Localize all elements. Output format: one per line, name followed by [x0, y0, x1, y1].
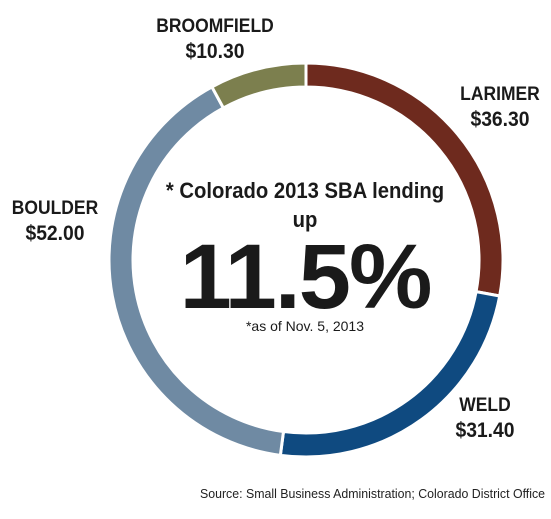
- label-broomfield-value: $10.30: [185, 40, 245, 63]
- donut-segment-broomfield: [209, 61, 308, 111]
- label-boulder-name: BOULDER: [11, 198, 99, 219]
- label-weld-name: WELD: [459, 395, 511, 416]
- label-boulder-value: $52.00: [25, 222, 85, 245]
- label-broomfield-name: BROOMFIELD: [156, 16, 274, 37]
- center-headline: * Colorado 2013 SBA lending up: [165, 178, 445, 232]
- source-credit: Source: Small Business Administration; C…: [199, 486, 546, 501]
- center-percentage: 11.5%: [179, 226, 433, 328]
- label-boulder: BOULDER $52.00: [0, 198, 110, 246]
- center-note: *as of Nov. 5, 2013: [245, 318, 365, 334]
- label-weld: WELD $31.40: [430, 395, 540, 443]
- label-broomfield: BROOMFIELD $10.30: [135, 16, 295, 64]
- label-larimer-name: LARIMER: [460, 84, 540, 105]
- label-larimer-value: $36.30: [470, 108, 530, 131]
- label-larimer: LARIMER $36.30: [445, 84, 551, 132]
- label-weld-value: $31.40: [455, 419, 515, 442]
